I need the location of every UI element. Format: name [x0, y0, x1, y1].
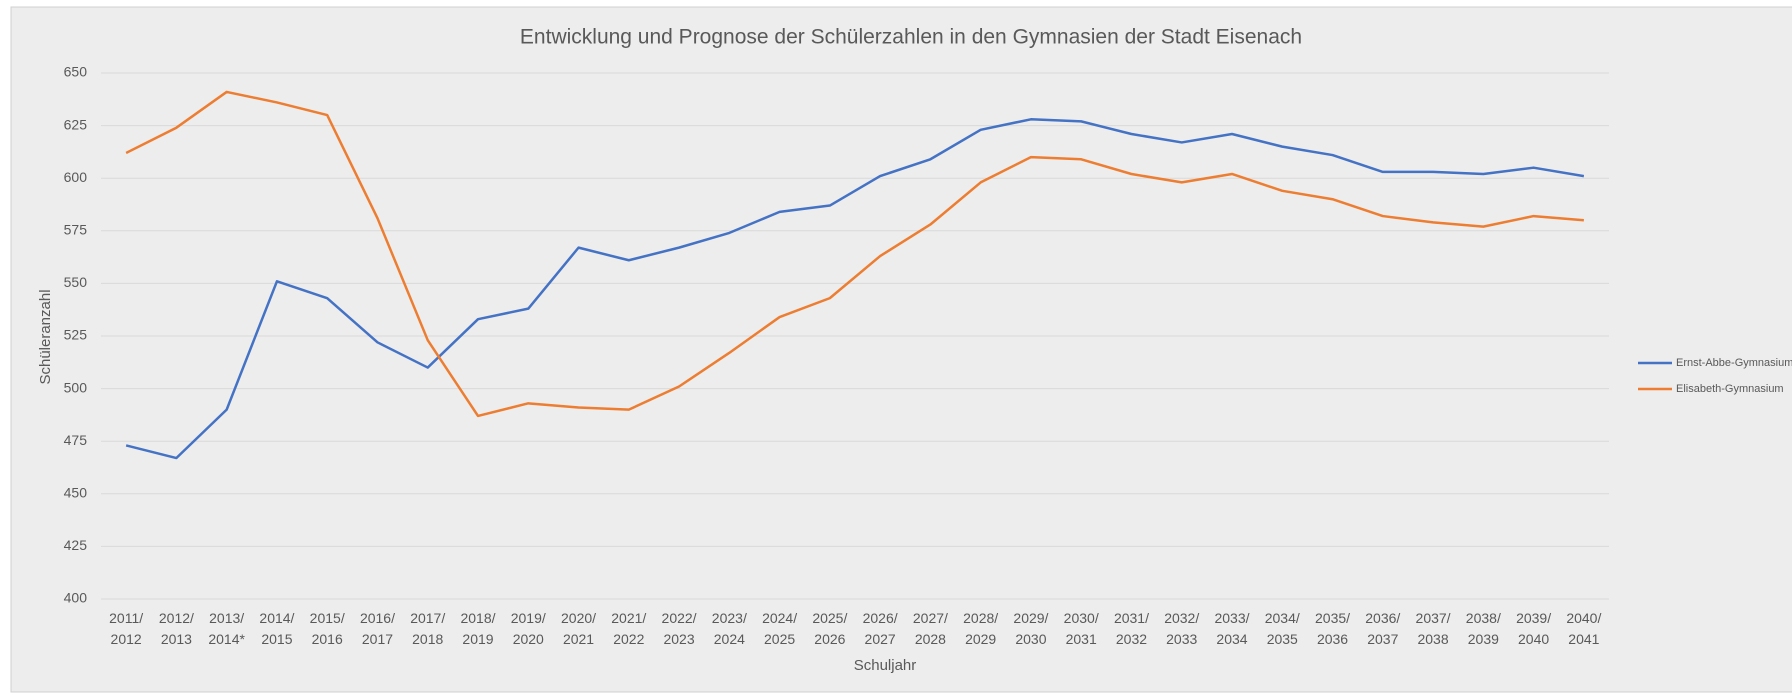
x-tick-label: 2018/2019: [460, 610, 495, 647]
x-tick-label: 2033/2034: [1214, 610, 1249, 647]
x-tick-label: 2012/2013: [159, 610, 194, 647]
x-tick-label: 2040/2041: [1566, 610, 1601, 647]
series-line: [125, 118, 1585, 460]
x-tick-label: 2011/2012: [109, 610, 143, 647]
y-axis-title: Schüleranzahl: [37, 289, 54, 384]
x-tick-label: 2035/2036: [1315, 610, 1350, 647]
x-tick-label: 2037/2038: [1416, 610, 1451, 647]
x-tick-label: 2034/2035: [1265, 610, 1300, 647]
y-tick-label: 500: [64, 379, 88, 395]
y-tick-label: 600: [64, 169, 88, 185]
series-line: [125, 90, 1584, 418]
x-tick-label: 2028/2029: [963, 610, 998, 647]
x-tick-label: 2019/2020: [511, 610, 546, 647]
x-tick-label: 2025/2026: [812, 610, 847, 647]
y-tick-label: 650: [64, 64, 88, 80]
legend-label: Elisabeth-Gymnasium: [1676, 383, 1784, 395]
y-tick-label: 625: [64, 116, 88, 132]
x-tick-label: 2026/2027: [863, 610, 898, 647]
x-tick-label: 2029/2030: [1013, 610, 1048, 647]
x-tick-label: 2014/2015: [259, 610, 294, 647]
x-tick-label: 2031/2032: [1114, 610, 1149, 647]
x-tick-label: 2023/2024: [712, 610, 747, 647]
x-tick-label: 2024/2025: [762, 610, 797, 647]
x-tick-label: 2027/2028: [913, 610, 948, 647]
x-tick-label: 2038/2039: [1466, 610, 1501, 647]
y-tick-label: 400: [64, 590, 88, 606]
x-axis-title: Schuljahr: [854, 657, 917, 674]
y-tick-label: 425: [64, 537, 88, 553]
chart-title: Entwicklung und Prognose der Schülerzahl…: [520, 26, 1302, 49]
x-tick-label: 2017/2018: [410, 610, 445, 647]
y-tick-label: 525: [64, 327, 88, 343]
x-tick-label: 2013/2014*: [208, 610, 245, 647]
x-tick-label: 2016/2017: [360, 610, 395, 647]
x-tick-label: 2030/2031: [1064, 610, 1099, 647]
y-tick-label: 575: [64, 222, 88, 238]
x-tick-label: 2032/2033: [1164, 610, 1199, 647]
x-tick-label: 2020/2021: [561, 610, 596, 647]
x-tick-label: 2015/2016: [310, 610, 345, 647]
chart-background: [10, 6, 1792, 693]
y-tick-label: 550: [64, 274, 88, 290]
x-tick-label: 2039/2040: [1516, 610, 1551, 647]
x-tick-label: 2021/2022: [611, 610, 646, 647]
x-tick-label: 2022/2023: [662, 610, 697, 647]
legend-label: Ernst-Abbe-Gymnasium: [1676, 357, 1792, 369]
x-tick-label: 2036/2037: [1365, 610, 1400, 647]
y-tick-label: 450: [64, 485, 88, 501]
y-tick-label: 475: [64, 432, 88, 448]
